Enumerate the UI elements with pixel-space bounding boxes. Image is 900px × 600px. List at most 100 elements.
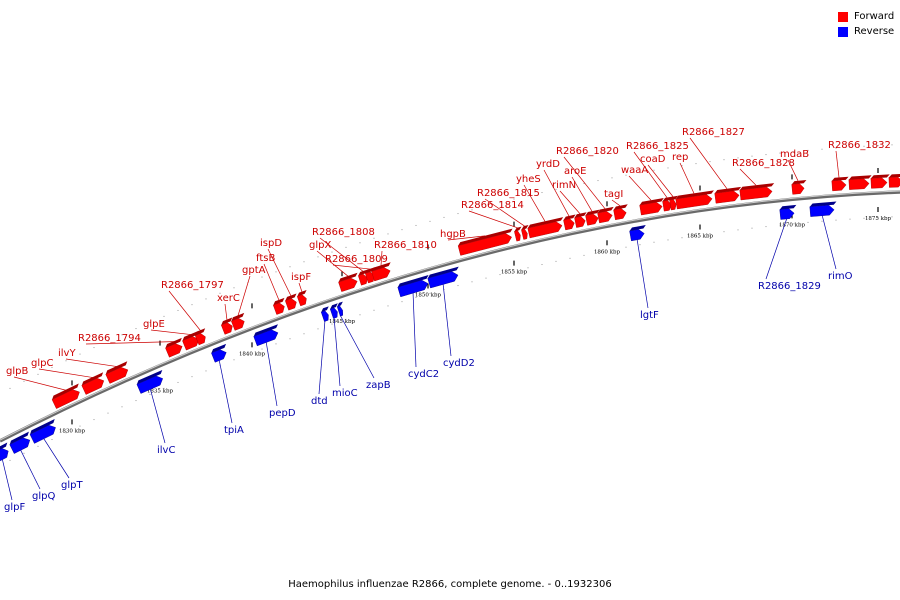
forward-gene[interactable]	[585, 209, 602, 226]
forward-gene-label[interactable]: R2866_1797	[161, 280, 224, 291]
forward-gene-label[interactable]: glpB	[6, 366, 28, 377]
forward-gene[interactable]	[164, 337, 187, 358]
forward-gene[interactable]	[662, 196, 675, 212]
forward-gene[interactable]	[80, 372, 108, 395]
forward-gene[interactable]	[639, 197, 666, 216]
forward-gene[interactable]	[714, 186, 742, 204]
forward-gene[interactable]	[105, 361, 133, 384]
forward-gene[interactable]	[296, 289, 311, 307]
forward-gene[interactable]	[675, 190, 715, 210]
forward-gene[interactable]	[574, 212, 589, 228]
reverse-gene-label[interactable]: dtd	[311, 396, 328, 407]
reverse-gene[interactable]	[29, 418, 61, 444]
forward-gene-label[interactable]: coaD	[640, 154, 666, 165]
reverse-gene[interactable]	[320, 306, 333, 322]
forward-gene-label[interactable]: waaA	[621, 165, 648, 176]
forward-gene[interactable]	[181, 330, 204, 351]
forward-gene-label[interactable]: R2866_1810	[374, 240, 437, 251]
forward-gene-label[interactable]: ispD	[260, 238, 282, 249]
forward-gene-label[interactable]: R2866_1832	[828, 140, 891, 151]
forward-gene-label[interactable]: R2866_1828	[732, 158, 795, 169]
forward-gene-label[interactable]: R2866_1794	[78, 333, 141, 344]
forward-gene[interactable]	[669, 195, 680, 211]
forward-gene[interactable]	[521, 224, 532, 240]
forward-gene-label[interactable]: glpE	[143, 319, 165, 330]
forward-gene-label[interactable]: yrdD	[536, 159, 560, 170]
forward-gene-unlabeled[interactable]	[870, 174, 891, 189]
forward-gene-label[interactable]: glpX	[309, 240, 331, 251]
reverse-gene-label[interactable]: glpT	[61, 480, 83, 491]
reverse-gene[interactable]	[329, 303, 342, 319]
forward-gene-label[interactable]: gptA	[242, 265, 266, 276]
reverse-gene[interactable]	[210, 343, 231, 363]
forward-gene-label[interactable]: aroE	[564, 166, 586, 177]
reverse-gene-label[interactable]: lgtF	[640, 310, 659, 321]
guide-dot	[807, 149, 809, 151]
forward-gene[interactable]	[51, 383, 85, 409]
reverse-gene-label[interactable]: cydD2	[443, 358, 475, 369]
reverse-gene[interactable]	[0, 442, 13, 462]
reverse-gene[interactable]	[253, 324, 283, 347]
reverse-gene-unlabeled[interactable]	[0, 447, 1, 460]
forward-gene[interactable]	[364, 267, 378, 284]
forward-gene[interactable]	[791, 180, 807, 195]
reverse-gene-label[interactable]: glpF	[4, 502, 25, 513]
reverse-gene-label[interactable]: pepD	[269, 408, 296, 419]
forward-gene-label[interactable]: R2866_1814	[461, 200, 524, 211]
reverse-gene-label[interactable]: zapB	[366, 380, 391, 391]
reverse-gene[interactable]	[336, 301, 347, 317]
forward-gene[interactable]	[514, 226, 525, 242]
forward-gene-label[interactable]: R2866_1809	[325, 254, 388, 265]
reverse-gene[interactable]	[809, 201, 838, 217]
reverse-gene-label[interactable]: cydC2	[408, 369, 439, 380]
reverse-gene-label[interactable]: glpQ	[32, 491, 55, 502]
forward-gene[interactable]	[220, 317, 237, 335]
forward-gene[interactable]	[597, 206, 616, 224]
reverse-gene[interactable]	[397, 274, 432, 298]
forward-gene-label[interactable]: R2866_1815	[477, 188, 540, 199]
forward-gene[interactable]	[457, 228, 515, 256]
reverse-gene[interactable]	[136, 370, 168, 394]
forward-gene[interactable]	[371, 262, 395, 282]
forward-gene[interactable]	[338, 272, 362, 292]
forward-gene-label[interactable]: rep	[672, 152, 688, 163]
forward-gene[interactable]	[739, 183, 775, 201]
forward-gene[interactable]	[357, 269, 371, 286]
forward-gene-label[interactable]: ilvY	[58, 348, 76, 359]
forward-gene-label[interactable]: mdaB	[780, 149, 809, 160]
forward-gene-label[interactable]: ftsB	[256, 253, 275, 264]
forward-gene-unlabeled[interactable]	[848, 175, 873, 190]
reverse-gene-label[interactable]: ilvC	[157, 445, 175, 456]
forward-gene-label[interactable]: rimN	[552, 180, 576, 191]
forward-gene-label[interactable]: ispF	[291, 272, 311, 283]
forward-gene-label[interactable]: glpC	[31, 358, 53, 369]
leader-line	[65, 358, 118, 367]
reverse-gene[interactable]	[779, 204, 797, 220]
forward-gene[interactable]	[194, 328, 210, 346]
guide-dot	[177, 309, 179, 311]
forward-gene[interactable]	[284, 293, 301, 311]
forward-gene-label[interactable]: R2866_1827	[682, 127, 745, 138]
reverse-gene-label[interactable]: R2866_1829	[758, 281, 821, 292]
forward-gene[interactable]	[272, 297, 289, 315]
guide-dot	[429, 292, 431, 294]
forward-gene-label[interactable]: xerC	[217, 293, 240, 304]
forward-gene-label[interactable]: R2866_1825	[626, 141, 689, 152]
forward-gene-label[interactable]: hgpB	[440, 229, 466, 240]
forward-gene[interactable]	[613, 204, 630, 221]
reverse-gene-label[interactable]: tpiA	[224, 425, 244, 436]
forward-gene[interactable]	[831, 176, 850, 192]
forward-gene-label[interactable]: R2866_1820	[556, 146, 619, 157]
forward-gene-label[interactable]: tagI	[604, 189, 623, 200]
forward-gene-unlabeled[interactable]	[888, 173, 900, 188]
reverse-gene[interactable]	[427, 266, 462, 289]
reverse-gene[interactable]	[8, 431, 34, 454]
reverse-gene-label[interactable]: mioC	[332, 388, 358, 399]
forward-gene[interactable]	[563, 214, 578, 231]
forward-gene[interactable]	[527, 217, 566, 239]
reverse-gene[interactable]	[629, 225, 648, 242]
reverse-gene-label[interactable]: rimO	[828, 271, 853, 282]
forward-gene-label[interactable]: yheS	[516, 174, 541, 185]
forward-gene[interactable]	[230, 312, 249, 331]
forward-gene-label[interactable]: R2866_1808	[312, 227, 375, 238]
